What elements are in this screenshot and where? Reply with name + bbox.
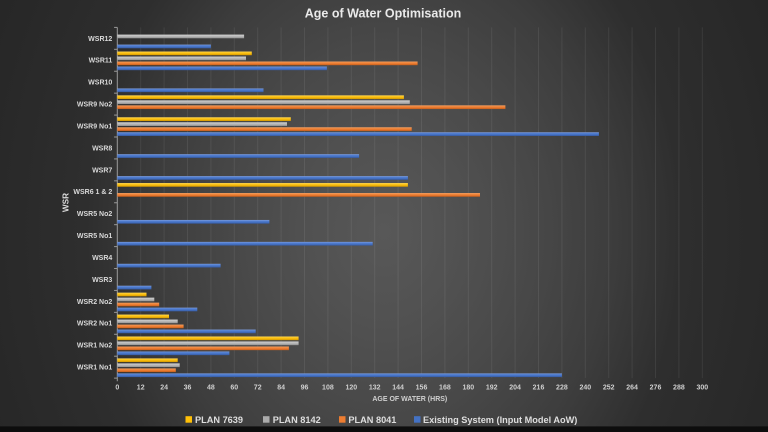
svg-text:156: 156 [416, 385, 428, 392]
svg-text:96: 96 [301, 385, 309, 392]
svg-text:252: 252 [603, 385, 615, 392]
svg-text:276: 276 [650, 385, 662, 392]
svg-text:WSR: WSR [62, 193, 71, 212]
svg-text:264: 264 [626, 385, 638, 392]
svg-text:PLAN 8142: PLAN 8142 [273, 415, 321, 425]
svg-text:228: 228 [556, 385, 568, 392]
svg-text:60: 60 [230, 385, 238, 392]
svg-text:132: 132 [369, 385, 381, 392]
svg-text:216: 216 [533, 385, 545, 392]
svg-text:72: 72 [254, 385, 262, 392]
svg-text:192: 192 [486, 385, 498, 392]
svg-text:288: 288 [673, 385, 685, 392]
svg-text:12: 12 [137, 385, 145, 392]
svg-text:48: 48 [207, 385, 215, 392]
svg-text:240: 240 [579, 385, 591, 392]
svg-text:WSR1 No1: WSR1 No1 [77, 365, 113, 372]
svg-text:WSR10: WSR10 [88, 80, 112, 87]
svg-text:WSR5 No2: WSR5 No2 [77, 211, 113, 218]
svg-text:204: 204 [509, 385, 521, 392]
svg-text:300: 300 [696, 385, 708, 392]
svg-text:WSR11: WSR11 [89, 58, 113, 65]
svg-text:PLAN 8041: PLAN 8041 [348, 415, 396, 425]
svg-text:WSR9 No2: WSR9 No2 [77, 102, 113, 109]
svg-text:WSR9 No1: WSR9 No1 [77, 123, 113, 130]
svg-text:120: 120 [345, 385, 357, 392]
svg-text:WSR3: WSR3 [92, 277, 112, 284]
svg-text:144: 144 [392, 385, 404, 392]
svg-text:84: 84 [277, 385, 285, 392]
svg-text:PLAN 7639: PLAN 7639 [195, 415, 243, 425]
svg-text:108: 108 [322, 385, 334, 392]
svg-text:WSR7: WSR7 [92, 167, 112, 174]
svg-text:Age of Water Optimisation: Age of Water Optimisation [305, 7, 462, 21]
svg-text:AGE OF WATER (HRS): AGE OF WATER (HRS) [372, 396, 447, 403]
svg-text:36: 36 [184, 385, 192, 392]
svg-text:WSR2 No1: WSR2 No1 [77, 321, 113, 328]
svg-text:168: 168 [439, 385, 451, 392]
svg-text:WSR1 No2: WSR1 No2 [77, 343, 113, 350]
svg-text:24: 24 [160, 385, 168, 392]
svg-text:WSR8: WSR8 [92, 145, 112, 152]
svg-text:0: 0 [115, 385, 119, 392]
svg-text:Existing System (Input Model A: Existing System (Input Model AoW) [423, 415, 577, 425]
svg-text:WSR4: WSR4 [92, 255, 112, 262]
svg-text:WSR12: WSR12 [88, 36, 112, 43]
svg-text:180: 180 [462, 385, 474, 392]
svg-text:WSR6 1 & 2: WSR6 1 & 2 [73, 189, 112, 196]
svg-text:WSR2 No2: WSR2 No2 [77, 299, 113, 306]
svg-text:WSR5 No1: WSR5 No1 [77, 233, 113, 240]
